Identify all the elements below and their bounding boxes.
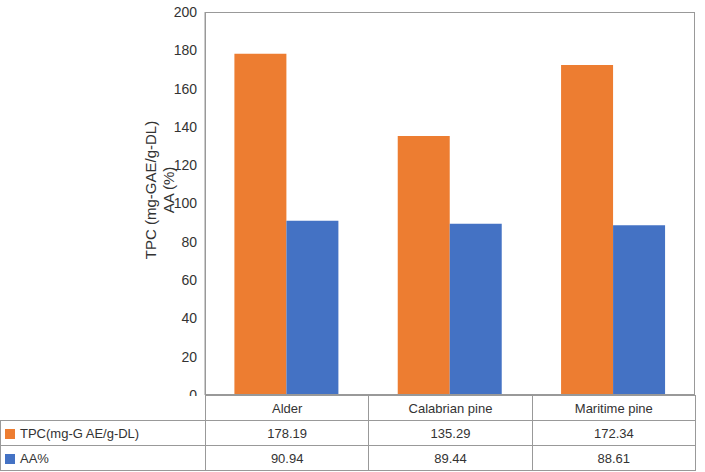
svg-text:40: 40	[181, 310, 197, 326]
svg-text:100: 100	[174, 195, 198, 211]
html-text:89.44: 89.44	[434, 450, 467, 466]
html-text:Alder: Alder	[272, 400, 303, 416]
html-text:AA (%): AA (%)	[160, 166, 177, 214]
html-text:90.94: 90.94	[270, 450, 304, 466]
html-text:88.61: 88.61	[597, 450, 631, 466]
html-text:Maritime pine: Maritime pine	[574, 400, 653, 416]
svg-text:0: 0	[189, 387, 197, 396]
html-text:135.29: 135.29	[430, 425, 471, 441]
html-text:TPC(mg-G AE/g-DL): TPC(mg-G AE/g-DL)	[20, 426, 140, 441]
svg-text:60: 60	[181, 272, 197, 288]
svg-text:200: 200	[174, 4, 198, 20]
html-text:Calabrian pine: Calabrian pine	[408, 400, 493, 416]
html-text:172.34: 172.34	[593, 425, 634, 441]
svg-text:80: 80	[181, 234, 197, 250]
svg-text:180: 180	[174, 42, 198, 58]
svg-text:20: 20	[181, 349, 197, 365]
svg-text:160: 160	[174, 81, 198, 97]
html-text:TPC (mg-GAE/g-DL): TPC (mg-GAE/g-DL)	[142, 120, 159, 260]
svg-text:120: 120	[174, 157, 198, 173]
svg-text:140: 140	[174, 119, 198, 135]
html-text:AA%: AA%	[20, 451, 49, 466]
html-text:178.19: 178.19	[267, 425, 307, 441]
